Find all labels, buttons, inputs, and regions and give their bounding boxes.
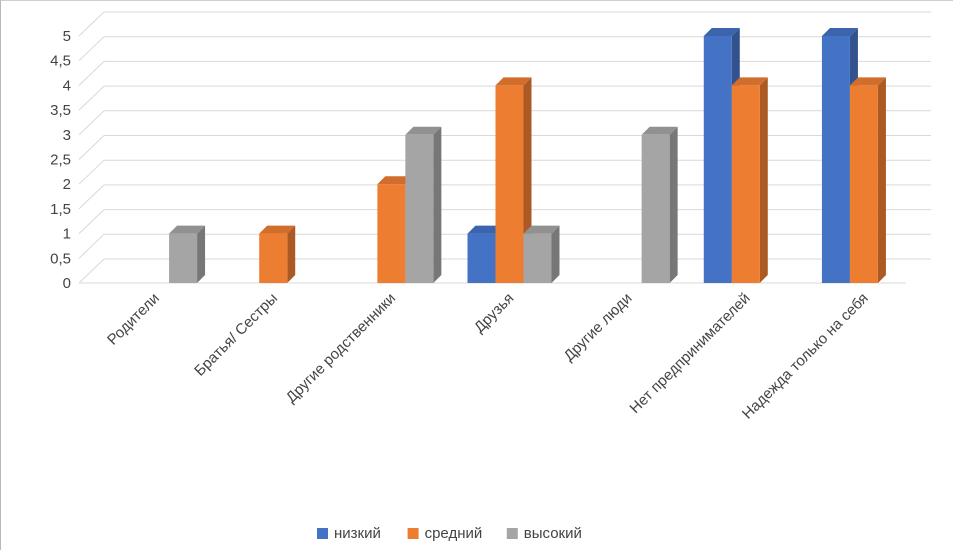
grid-depth-line xyxy=(78,159,105,185)
chart-bars xyxy=(169,28,886,284)
y-tick-label: 3 xyxy=(63,127,71,144)
bar-front-face xyxy=(821,36,850,283)
y-axis-tick-labels: 0 0,5 1 1,5 2 2,5 3 3,5 4 4,5 5 xyxy=(50,28,71,292)
category-label: Нет предпринимателей xyxy=(626,290,753,417)
bar-front-face xyxy=(377,184,406,283)
bar-top-face xyxy=(259,225,296,234)
bar-средний-2 xyxy=(259,225,296,283)
y-tick-label: 2,5 xyxy=(50,152,71,169)
y-tick-label: 3,5 xyxy=(50,102,71,119)
grid-depth-line xyxy=(78,209,105,234)
bar-side-face xyxy=(669,126,678,283)
legend-label: средний xyxy=(425,525,483,542)
bar-top-face xyxy=(377,176,414,185)
legend-item-средний: средний xyxy=(407,525,483,542)
grid-depth-line xyxy=(78,184,105,210)
bar-front-face xyxy=(849,85,878,284)
grid-depth-line xyxy=(78,61,105,86)
category-label: Другие люди xyxy=(561,290,636,365)
grid-depth-line xyxy=(78,135,105,160)
bar-высокий-3 xyxy=(405,126,442,283)
bar-front-face xyxy=(169,233,198,283)
bar-top-face xyxy=(703,28,740,36)
grid-depth-line xyxy=(78,85,105,111)
bar-top-face xyxy=(169,225,206,234)
category-label: Родители xyxy=(104,290,163,349)
y-tick-label: 1 xyxy=(63,226,71,243)
legend-item-высокий: высокий xyxy=(506,525,582,542)
bar-side-face xyxy=(551,225,560,283)
bar-top-face xyxy=(405,126,442,135)
legend-label: низкий xyxy=(334,525,381,542)
bar-front-face xyxy=(495,85,524,284)
bar-side-face xyxy=(877,77,886,284)
bar-side-face xyxy=(287,225,296,283)
bar-side-face xyxy=(197,225,206,283)
y-tick-label: 2 xyxy=(63,176,71,193)
bar-front-face xyxy=(467,233,496,283)
chart-legend: низкий средний высокий xyxy=(317,525,582,542)
bar-front-face xyxy=(259,233,288,283)
bar-front-face xyxy=(523,233,552,283)
bar-top-face xyxy=(467,225,504,234)
legend-item-низкий: низкий xyxy=(317,525,381,542)
bar-front-face xyxy=(703,36,732,283)
legend-swatch xyxy=(407,528,419,539)
bar-top-face xyxy=(495,77,532,86)
legend-swatch xyxy=(506,528,518,539)
category-label: Другие родственники xyxy=(283,290,399,406)
bar-top-face xyxy=(821,28,858,36)
bar-top-face xyxy=(849,77,886,86)
bar-front-face xyxy=(731,85,760,284)
y-tick-label: 1,5 xyxy=(50,201,71,218)
category-label: Братья/ Сестры xyxy=(191,290,281,380)
y-tick-label: 0 xyxy=(63,275,71,292)
bar-front-face xyxy=(641,134,670,283)
category-label: Друзья xyxy=(471,290,517,336)
bar-высокий-5 xyxy=(641,126,678,283)
grid-depth-line xyxy=(78,110,105,136)
bar-top-face xyxy=(523,225,560,234)
bar-высокий-4 xyxy=(523,225,560,283)
y-tick-label: 4,5 xyxy=(50,53,71,70)
grid-depth-line xyxy=(78,36,105,62)
legend-swatch xyxy=(317,528,328,539)
legend-label: высокий xyxy=(524,525,582,542)
bar-front-face xyxy=(405,134,434,283)
bar-side-face xyxy=(433,126,442,283)
bar-top-face xyxy=(641,126,678,135)
category-axis-labels: Родители Братья/ Сестры Другие родственник… xyxy=(104,290,872,423)
grid-depth-line xyxy=(78,11,105,37)
bar-средний-4 xyxy=(495,77,532,284)
y-tick-label: 0,5 xyxy=(50,250,71,267)
grid-depth-line xyxy=(78,233,105,259)
category-label: Надежда только на себя xyxy=(739,290,872,423)
bar-top-face xyxy=(731,77,768,86)
y-tick-label: 4 xyxy=(63,77,71,94)
bar-side-face xyxy=(759,77,768,284)
grid-depth-line xyxy=(78,258,105,284)
bar-высокий-1 xyxy=(169,225,206,283)
bar-средний-7 xyxy=(849,77,886,284)
y-tick-label: 5 xyxy=(63,28,71,45)
bar-средний-6 xyxy=(731,77,768,284)
